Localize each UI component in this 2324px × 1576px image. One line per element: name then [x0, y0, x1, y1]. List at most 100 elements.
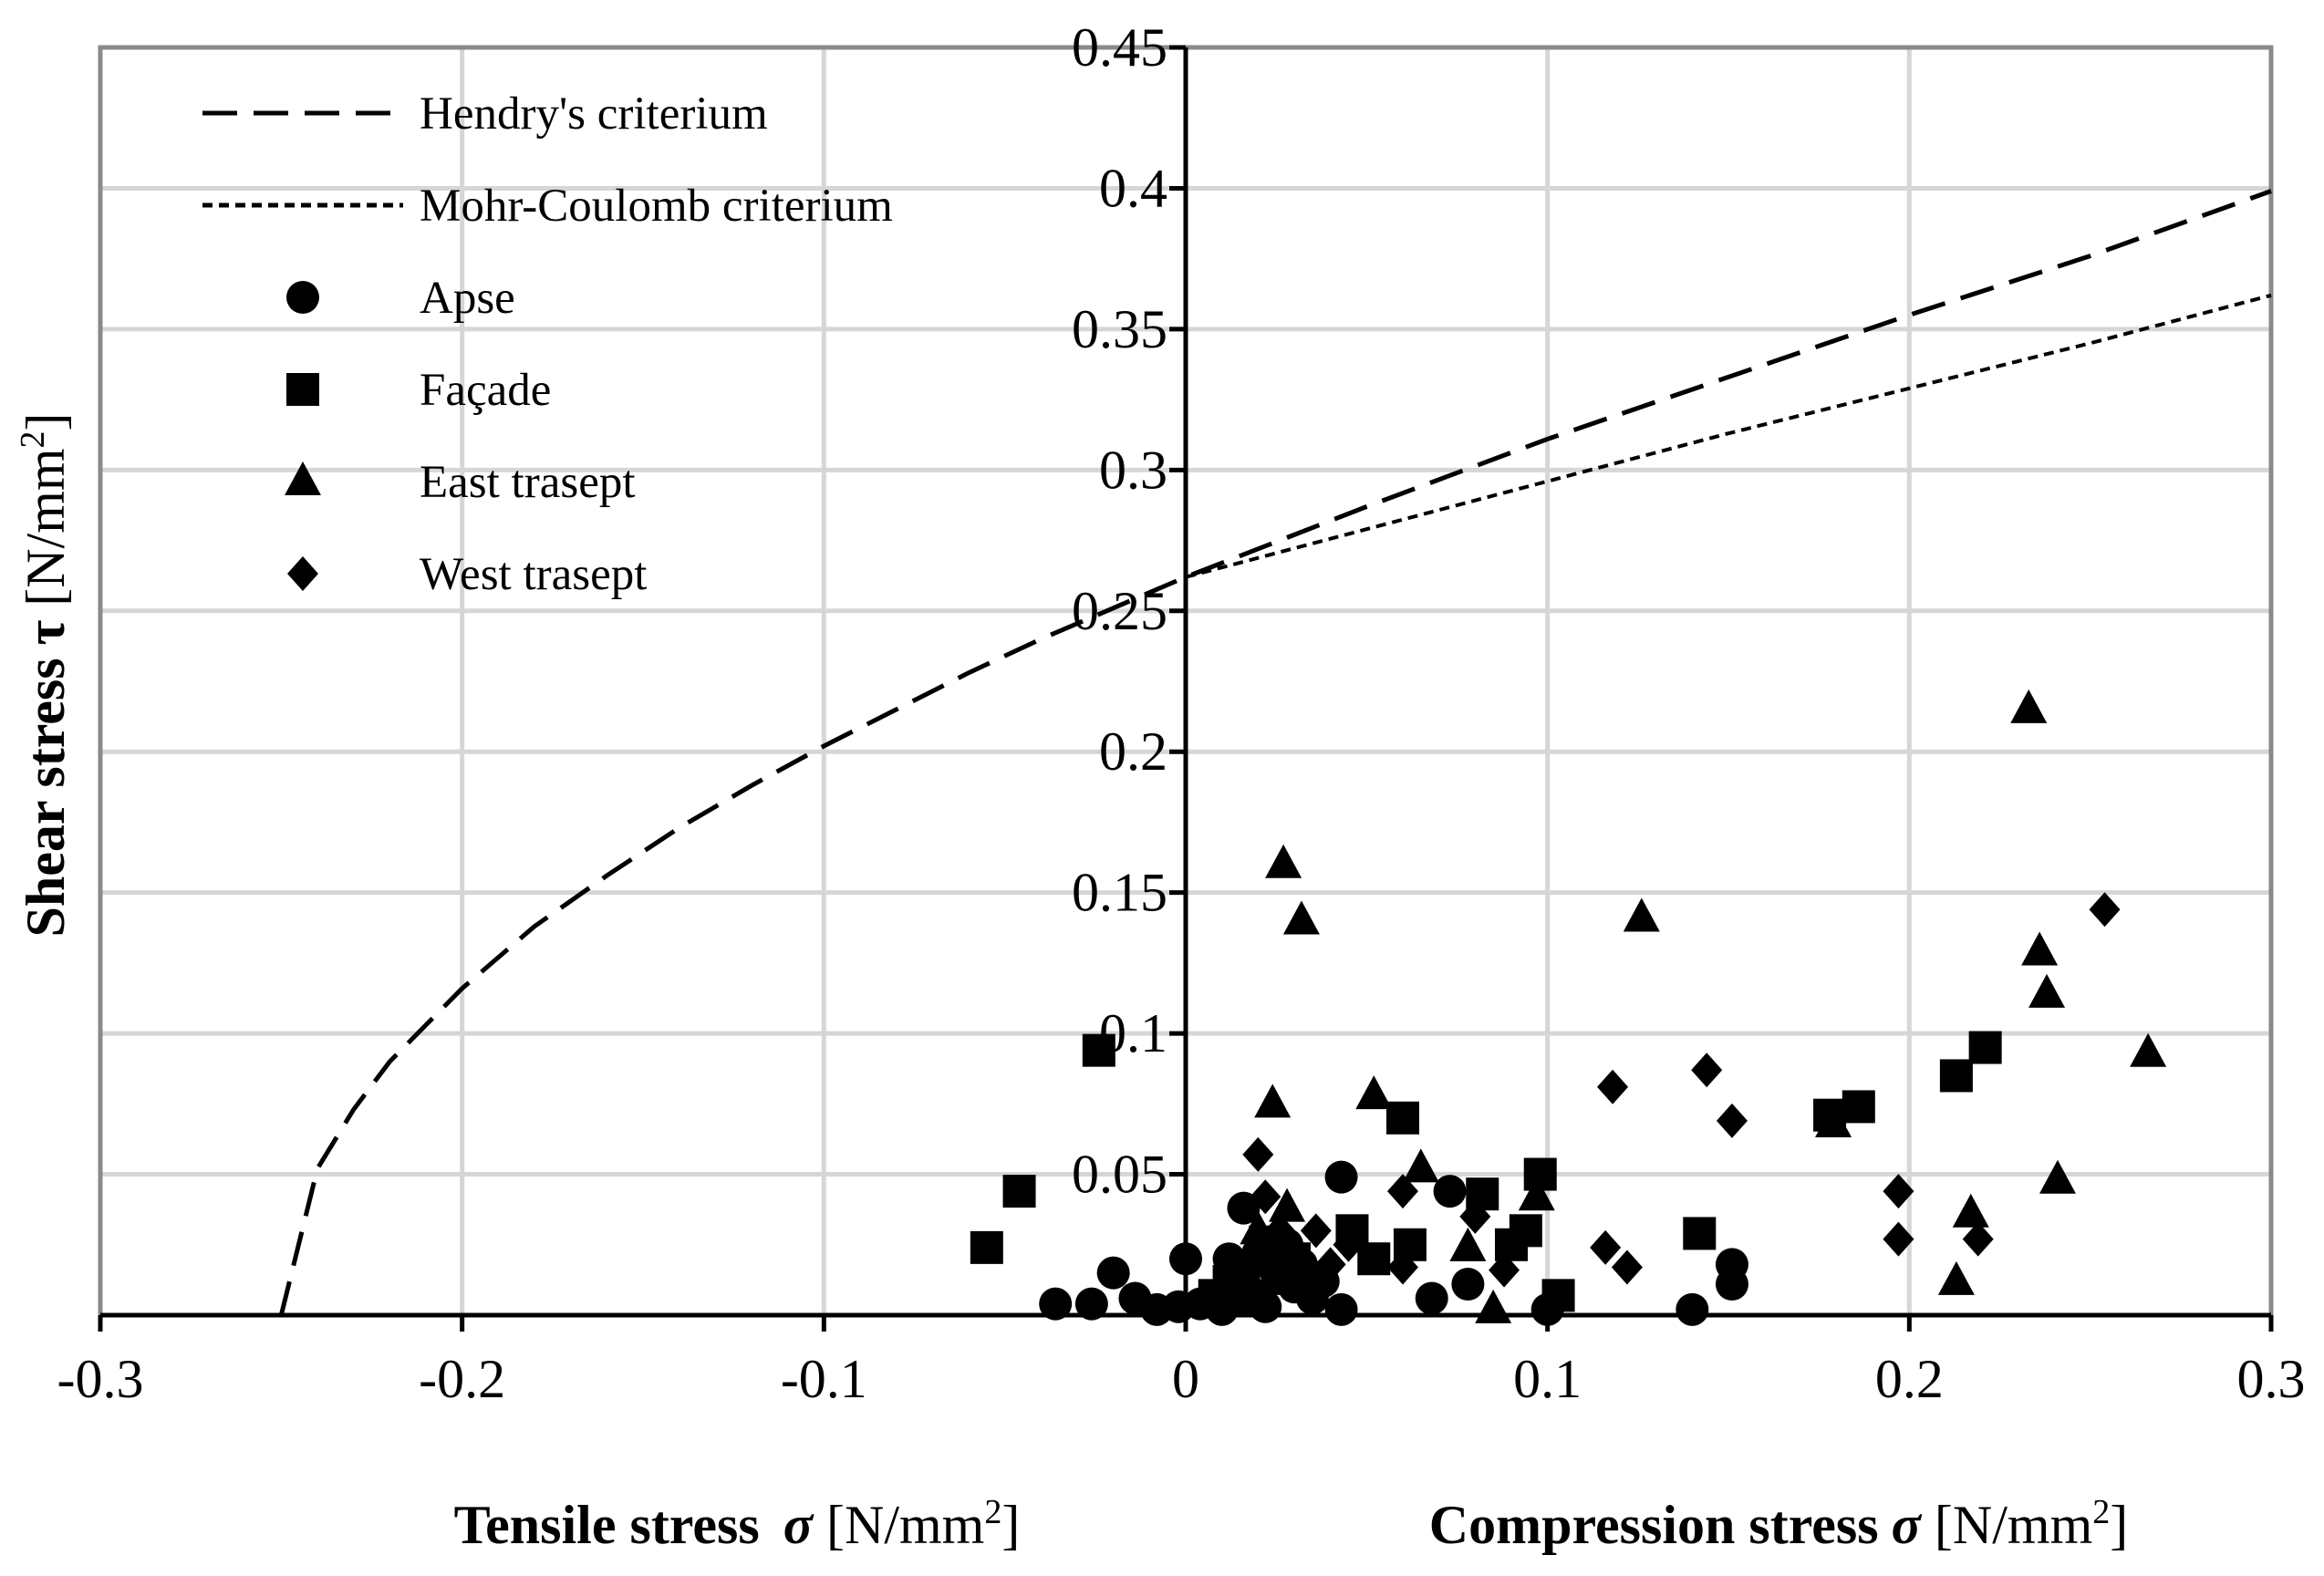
west-trasept-point [1716, 1103, 1748, 1138]
x-tick-label: 0.2 [1875, 1349, 1944, 1409]
east-trasept-point [1402, 1148, 1439, 1183]
x-tick-label: -0.1 [781, 1349, 867, 1409]
x-axis-title-tensile-unit: [N/mm [813, 1495, 984, 1555]
west-trasept-point [1597, 1069, 1629, 1104]
x-axis-title-tensile-unit-sup: 2 [984, 1493, 1001, 1531]
y-tick-label: 0.35 [1072, 299, 1167, 359]
y-tick-label: 0.4 [1099, 158, 1167, 218]
west-trasept-point [1387, 1174, 1418, 1209]
x-axis-title-tensile: Tensile stress σ [N/mm2] [454, 1493, 1021, 1555]
east-trasept-point [1815, 1103, 1852, 1137]
east-trasept-point [2028, 973, 2066, 1008]
x-axis-title-tensile-unit-end: ] [1001, 1495, 1020, 1555]
west-trasept-point [1611, 1249, 1643, 1285]
legend: Hendry's criterium Mohr-Coulomb criterium… [202, 88, 893, 600]
x-axis-title-compression-unit-sup: 2 [2092, 1493, 2110, 1531]
east-trasept-point [1952, 1193, 1989, 1228]
west-trasept-point [1242, 1136, 1274, 1172]
legend-facade-label: Façade [420, 365, 551, 416]
legend-west-trasept-marker [287, 556, 318, 591]
apse-point [1715, 1248, 1748, 1281]
y-axis-title-unit-sup: 2 [14, 430, 52, 448]
east-trasept-point [1210, 1267, 1248, 1301]
east-trasept-point [1265, 844, 1302, 878]
apse-point [1324, 1292, 1358, 1326]
legend-facade-marker [286, 373, 319, 406]
legend-apse-marker [286, 281, 319, 314]
west-trasept-point [1590, 1229, 1622, 1265]
y-tick-label: 0.45 [1072, 17, 1167, 78]
east-trasept-point [1623, 897, 1660, 932]
apse-point [1169, 1242, 1202, 1276]
east-trasept-series [1210, 689, 2167, 1323]
x-tick-label: -0.3 [57, 1349, 144, 1409]
east-trasept-point [2021, 931, 2059, 966]
west-trasept-point [1489, 1252, 1520, 1288]
facade-point [1509, 1214, 1542, 1248]
apse-point [1096, 1256, 1130, 1290]
x-tick-label: 0 [1172, 1349, 1199, 1409]
east-trasept-point [1518, 1177, 1555, 1211]
y-axis-title-unit: [N/mm [16, 448, 76, 619]
west-trasept-point [1387, 1249, 1418, 1285]
x-axis-title-compression: Compression stress σ [N/mm2] [1429, 1493, 2128, 1555]
y-tick-label: 0.1 [1099, 1003, 1167, 1063]
x-tick-label: -0.2 [419, 1349, 505, 1409]
apse-point [1433, 1175, 1467, 1208]
east-trasept-point [1269, 1187, 1306, 1222]
legend-hendry-s-criterium-label: Hendry's criterium [420, 88, 768, 140]
west-trasept-point [1459, 1198, 1491, 1234]
east-trasept-point [1449, 1227, 1487, 1261]
x-axis-title-tensile-text: Tensile stress [454, 1495, 760, 1555]
east-trasept-point [1937, 1260, 1975, 1295]
apse-point [1451, 1268, 1485, 1301]
east-trasept-point [1475, 1289, 1512, 1323]
mohr-coulomb-criterium-curve [1185, 293, 2272, 579]
legend-apse-label: Apse [420, 273, 515, 324]
west-trasept-point [1300, 1213, 1332, 1249]
legend-west-trasept-label: West trasept [420, 549, 647, 600]
west-trasept-point [1883, 1221, 1914, 1257]
x-tick-label: 0.1 [1513, 1349, 1582, 1409]
y-axis-title: Shear stress τ [N/mm2] [14, 412, 76, 937]
data-points [970, 689, 2167, 1326]
facade-series [970, 1031, 2002, 1315]
y-axis-title-text: Shear stress [16, 658, 76, 937]
x-tick-label: 0.3 [2237, 1349, 2306, 1409]
west-trasept-point [1883, 1174, 1914, 1209]
east-trasept-point [2010, 689, 2048, 723]
east-trasept-point [2130, 1032, 2167, 1067]
facade-point [1842, 1090, 1875, 1124]
facade-point [1683, 1217, 1717, 1250]
x-axis-title-compression-unit-end: ] [2110, 1495, 2128, 1555]
apse-point [1039, 1287, 1073, 1321]
x-axis-title-tensile-symbol: σ [783, 1495, 814, 1555]
facade-point [1357, 1242, 1391, 1276]
facade-point [1939, 1059, 1973, 1093]
east-trasept-point [1240, 1210, 1277, 1245]
west-trasept-point [1691, 1052, 1723, 1088]
y-axis-title-unit-end: ] [16, 412, 76, 430]
legend-mohr-coulomb-criterium-label: Mohr-Coulomb criterium [420, 181, 893, 232]
west-trasept-point [1250, 1179, 1281, 1215]
legend-east-trasept-marker [285, 461, 321, 495]
hendry-s-criterium-curve [278, 189, 2272, 1316]
legend-east-trasept-label: East trasept [420, 457, 636, 508]
y-axis-title-symbol: τ [16, 620, 76, 646]
facade-point [970, 1230, 1003, 1264]
east-trasept-point [1282, 900, 1320, 935]
apse-point [1074, 1287, 1108, 1321]
apse-point [1324, 1160, 1358, 1194]
facade-point [1968, 1031, 2002, 1064]
west-trasept-point [1271, 1236, 1303, 1271]
west-trasept-point [1962, 1221, 1994, 1257]
y-tick-label: 0.3 [1099, 440, 1167, 500]
facade-point [1541, 1279, 1575, 1312]
east-trasept-point [1355, 1075, 1393, 1110]
facade-point [1002, 1175, 1036, 1208]
west-trasept-point [1228, 1255, 1260, 1291]
west-trasept-point [2089, 892, 2121, 928]
east-trasept-point [1254, 1084, 1292, 1118]
